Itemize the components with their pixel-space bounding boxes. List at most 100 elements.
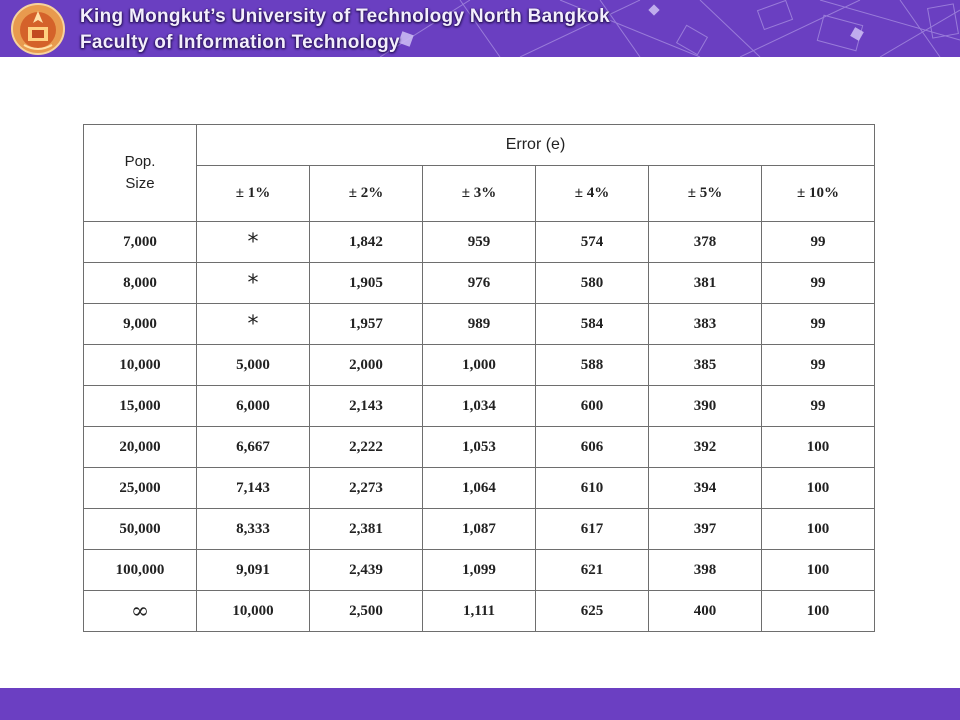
sample-size-cell: 2,000 <box>309 344 423 386</box>
sample-size-cell: 7,143 <box>196 467 310 509</box>
sample-size-cell: 1,905 <box>309 262 423 304</box>
table-row: 7,000 * 1,842 959 574 378 99 <box>83 221 875 263</box>
pop-header-line2: Size <box>125 175 155 192</box>
sample-size-cell: 989 <box>422 303 536 345</box>
sample-size-cell: 9,091 <box>196 549 310 591</box>
slide-footer-bar <box>0 688 960 720</box>
sample-size-cell: 392 <box>648 426 762 468</box>
sample-size-cell: 394 <box>648 467 762 509</box>
sample-size-cell: * <box>196 303 310 345</box>
sample-size-cell: 1,000 <box>422 344 536 386</box>
table-row: 50,000 8,333 2,381 1,087 617 397 100 <box>83 508 875 550</box>
sample-size-cell: 610 <box>535 467 649 509</box>
sample-size-cell: 621 <box>535 549 649 591</box>
sample-size-cell: 574 <box>535 221 649 263</box>
sample-size-table: Pop. Size Error (e) ± 1% ± 2% ± 3% ± 4% … <box>83 124 875 632</box>
table-row: 10,000 5,000 2,000 1,000 588 385 99 <box>83 344 875 386</box>
faculty-name: Faculty of Information Technology <box>80 32 400 53</box>
sample-size-cell: 99 <box>761 303 875 345</box>
sample-size-cell: 584 <box>535 303 649 345</box>
sample-size-cell: 2,222 <box>309 426 423 468</box>
decorative-cube-lines <box>379 0 960 57</box>
sample-size-cell: 99 <box>761 262 875 304</box>
pop-size-cell: 9,000 <box>83 303 197 345</box>
sample-size-cell: 2,439 <box>309 549 423 591</box>
table-row: 25,000 7,143 2,273 1,064 610 394 100 <box>83 467 875 509</box>
error-level-header: ± 4% <box>535 165 649 222</box>
sample-size-cell: 6,000 <box>196 385 310 427</box>
error-level-header: ± 2% <box>309 165 423 222</box>
sample-size-cell: * <box>196 262 310 304</box>
pop-size-cell: 50,000 <box>83 508 197 550</box>
sample-size-cell: 100 <box>761 426 875 468</box>
table-row: ∞ 10,000 2,500 1,111 625 400 100 <box>83 590 875 632</box>
sample-size-cell: 1,099 <box>422 549 536 591</box>
sample-size-cell: 2,143 <box>309 385 423 427</box>
sample-size-cell: 381 <box>648 262 762 304</box>
error-level-header: ± 10% <box>761 165 875 222</box>
sample-size-cell: 2,381 <box>309 508 423 550</box>
sample-size-cell: 606 <box>535 426 649 468</box>
sample-size-cell: 600 <box>535 385 649 427</box>
sample-size-cell: 2,500 <box>309 590 423 632</box>
table-row: 20,000 6,667 2,222 1,053 606 392 100 <box>83 426 875 468</box>
sample-size-cell: 588 <box>535 344 649 386</box>
sample-size-cell: 976 <box>422 262 536 304</box>
pop-size-cell: 8,000 <box>83 262 197 304</box>
sample-size-cell: 99 <box>761 385 875 427</box>
pop-size-cell: 15,000 <box>83 385 197 427</box>
sample-size-cell: 385 <box>648 344 762 386</box>
pop-size-cell: 20,000 <box>83 426 197 468</box>
pop-size-cell: 25,000 <box>83 467 197 509</box>
sample-size-cell: 378 <box>648 221 762 263</box>
error-levels-row: ± 1% ± 2% ± 3% ± 4% ± 5% ± 10% <box>84 165 875 222</box>
sample-size-cell: 8,333 <box>196 508 310 550</box>
error-header: Error (e) <box>196 124 875 166</box>
error-level-header: ± 1% <box>196 165 310 222</box>
sample-size-cell: 400 <box>648 590 762 632</box>
table-row: 9,000 * 1,957 989 584 383 99 <box>83 303 875 345</box>
error-level-header: ± 5% <box>648 165 762 222</box>
table-row: 8,000 * 1,905 976 580 381 99 <box>83 262 875 304</box>
sample-size-cell: 2,273 <box>309 467 423 509</box>
pop-size-cell: 10,000 <box>83 344 197 386</box>
table-header-row: Pop. Size Error (e) <box>83 124 875 222</box>
table-row: 100,000 9,091 2,439 1,099 621 398 100 <box>83 549 875 591</box>
table-row: 15,000 6,000 2,143 1,034 600 390 99 <box>83 385 875 427</box>
sample-size-cell: 617 <box>535 508 649 550</box>
pop-header-line1: Pop. <box>124 153 156 170</box>
error-level-header: ± 3% <box>422 165 536 222</box>
sample-size-cell: 390 <box>648 385 762 427</box>
sample-size-cell: 1,087 <box>422 508 536 550</box>
sample-size-cell: 383 <box>648 303 762 345</box>
sample-size-cell: 5,000 <box>196 344 310 386</box>
sample-size-cell: 1,957 <box>309 303 423 345</box>
sample-size-cell: 959 <box>422 221 536 263</box>
sample-size-cell: 10,000 <box>196 590 310 632</box>
sample-size-cell: 100 <box>761 549 875 591</box>
data-table: Pop. Size Error (e) ± 1% ± 2% ± 3% ± 4% … <box>83 124 875 632</box>
sample-size-cell: 6,667 <box>196 426 310 468</box>
header-title: King Mongkut’s University of Technology … <box>80 4 610 56</box>
sample-size-cell: 1,034 <box>422 385 536 427</box>
sample-size-cell: 1,053 <box>422 426 536 468</box>
university-seal-icon <box>11 3 65 55</box>
pop-size-cell: 100,000 <box>83 549 197 591</box>
sample-size-cell: 580 <box>535 262 649 304</box>
sample-size-cell: 100 <box>761 590 875 632</box>
sample-size-cell: 1,064 <box>422 467 536 509</box>
sample-size-cell: 100 <box>761 467 875 509</box>
university-name: King Mongkut’s University of Technology … <box>80 6 610 27</box>
sample-size-cell: 100 <box>761 508 875 550</box>
sample-size-cell: * <box>196 221 310 263</box>
sample-size-cell: 1,111 <box>422 590 536 632</box>
sample-size-cell: 99 <box>761 344 875 386</box>
sample-size-cell: 398 <box>648 549 762 591</box>
sample-size-cell: 625 <box>535 590 649 632</box>
sample-size-cell: 99 <box>761 221 875 263</box>
pop-size-cell: ∞ <box>83 590 197 632</box>
slide-header-banner: King Mongkut’s University of Technology … <box>0 0 960 57</box>
sample-size-cell: 397 <box>648 508 762 550</box>
pop-size-cell: 7,000 <box>83 221 197 263</box>
pop-size-header: Pop. Size <box>83 124 197 222</box>
